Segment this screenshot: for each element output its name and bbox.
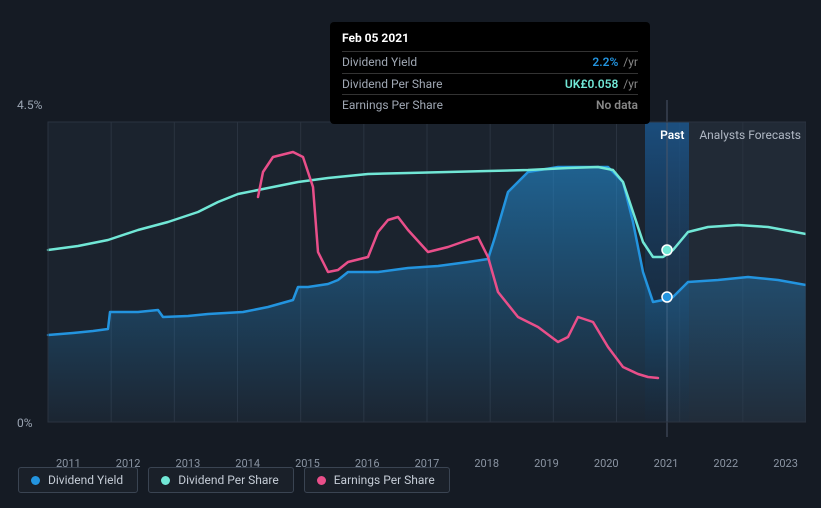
tooltip-row: Dividend Yield 2.2% /yr bbox=[342, 51, 638, 73]
legend-dot-icon bbox=[161, 476, 170, 485]
tooltip-metric-label: Dividend Per Share bbox=[342, 76, 443, 93]
tooltip-metric-value: UK£0.058 /yr bbox=[565, 76, 638, 93]
tooltip-metric-value: No data bbox=[596, 97, 638, 114]
x-axis-year: 2019 bbox=[534, 457, 559, 470]
x-axis-year: 2023 bbox=[773, 457, 798, 470]
x-axis-year: 2018 bbox=[474, 457, 499, 470]
legend-label: Dividend Yield bbox=[48, 473, 123, 487]
chart-svg bbox=[15, 100, 806, 442]
x-axis-year: 2022 bbox=[713, 457, 738, 470]
tab-forecast[interactable]: Analysts Forecasts bbox=[699, 128, 801, 142]
x-axis-year: 2020 bbox=[594, 457, 619, 470]
tooltip-row: Earnings Per Share No data bbox=[342, 94, 638, 116]
chart-tabs: Past Analysts Forecasts bbox=[648, 128, 801, 142]
legend-label: Earnings Per Share bbox=[334, 473, 435, 487]
legend-dot-icon bbox=[31, 476, 40, 485]
legend-dot-icon bbox=[317, 476, 326, 485]
legend-item[interactable]: Dividend Yield bbox=[18, 467, 138, 493]
tab-past[interactable]: Past bbox=[660, 128, 684, 142]
dividend-chart: 4.5% 0% 20112012201320142015201620172018… bbox=[15, 100, 806, 448]
tooltip-row: Dividend Per Share UK£0.058 /yr bbox=[342, 73, 638, 95]
tooltip-date: Feb 05 2021 bbox=[342, 30, 638, 47]
tooltip-metric-value: 2.2% /yr bbox=[592, 54, 638, 71]
legend-item[interactable]: Earnings Per Share bbox=[304, 467, 450, 493]
tooltip-metric-label: Dividend Yield bbox=[342, 54, 417, 71]
chart-legend: Dividend Yield Dividend Per Share Earnings… bbox=[18, 467, 450, 493]
tooltip-metric-label: Earnings Per Share bbox=[342, 97, 443, 114]
legend-item[interactable]: Dividend Per Share bbox=[148, 467, 294, 493]
legend-label: Dividend Per Share bbox=[178, 473, 279, 487]
x-axis-year: 2021 bbox=[654, 457, 679, 470]
chart-tooltip: Feb 05 2021 Dividend Yield2.2% /yrDivide… bbox=[330, 22, 650, 124]
